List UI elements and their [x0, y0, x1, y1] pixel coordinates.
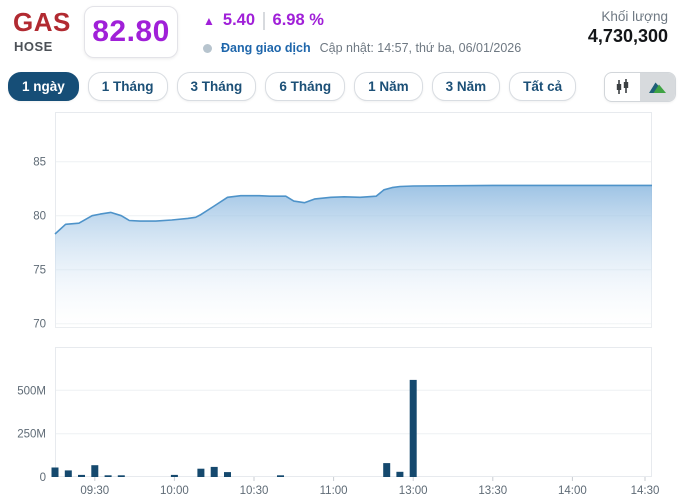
- price-change-row: ▲ 5.40 6.98 %: [203, 11, 324, 30]
- candlestick-icon: [616, 79, 628, 94]
- price-area-chart[interactable]: 85 80 75 70: [0, 112, 660, 328]
- svg-text:10:30: 10:30: [240, 485, 269, 497]
- candlestick-view-button[interactable]: [605, 73, 640, 101]
- tab-3-nam[interactable]: 3 Năm: [431, 72, 501, 101]
- svg-text:13:30: 13:30: [478, 485, 507, 497]
- change-percent: 6.98 %: [272, 11, 324, 29]
- area-chart-icon: [649, 82, 666, 93]
- tab-1-nam[interactable]: 1 Năm: [354, 72, 423, 101]
- tab-1-thang[interactable]: 1 Tháng: [87, 72, 168, 101]
- svg-text:09:30: 09:30: [80, 485, 109, 497]
- market-status-dot: [203, 43, 212, 53]
- tab-tat-ca[interactable]: Tất cả: [509, 72, 577, 101]
- volume-value: 4,730,300: [587, 26, 668, 46]
- svg-text:85: 85: [33, 157, 46, 169]
- timeframe-tabs: 1 ngày 1 Tháng 3 Tháng 6 Tháng 1 Năm 3 N…: [8, 72, 577, 101]
- tab-6-thang[interactable]: 6 Tháng: [265, 72, 346, 101]
- market-status-text: Đang giao dịch: [221, 41, 311, 55]
- svg-text:70: 70: [33, 319, 46, 328]
- svg-text:11:00: 11:00: [320, 485, 348, 497]
- chart-type-toggle: [604, 72, 676, 102]
- change-value: 5.40: [222, 11, 256, 29]
- svg-text:0: 0: [40, 472, 46, 484]
- svg-text:14:30: 14:30: [631, 485, 660, 497]
- current-price-box: 82.80: [84, 6, 178, 58]
- svg-text:10:00: 10:00: [160, 485, 189, 497]
- svg-text:80: 80: [33, 211, 46, 223]
- market-status-row: Đang giao dịch Cập nhật: 14:57, thứ ba, …: [203, 40, 521, 56]
- area-view-button[interactable]: [640, 73, 675, 101]
- volume-bar-chart[interactable]: 500M 250M 0 09:30 10:00 10:30 11:00 13:00 13:30 1…: [0, 347, 683, 498]
- tab-1-ngay[interactable]: 1 ngày: [8, 72, 79, 101]
- exchange-label: HOSE: [14, 39, 53, 54]
- svg-text:75: 75: [33, 265, 46, 277]
- svg-text:13:00: 13:00: [399, 485, 428, 497]
- up-arrow-icon: ▲: [203, 13, 215, 28]
- svg-text:250M: 250M: [17, 429, 46, 441]
- svg-text:500M: 500M: [17, 385, 46, 397]
- volume-label: Khối lượng: [601, 9, 668, 24]
- ticker-symbol: GAS: [13, 7, 71, 37]
- current-price: 82.80: [92, 15, 170, 48]
- divider: [263, 11, 265, 30]
- tab-3-thang[interactable]: 3 Tháng: [176, 72, 257, 101]
- svg-text:14:00: 14:00: [558, 485, 587, 497]
- last-updated-text: Cập nhật: 14:57, thứ ba, 06/01/2026: [319, 41, 522, 55]
